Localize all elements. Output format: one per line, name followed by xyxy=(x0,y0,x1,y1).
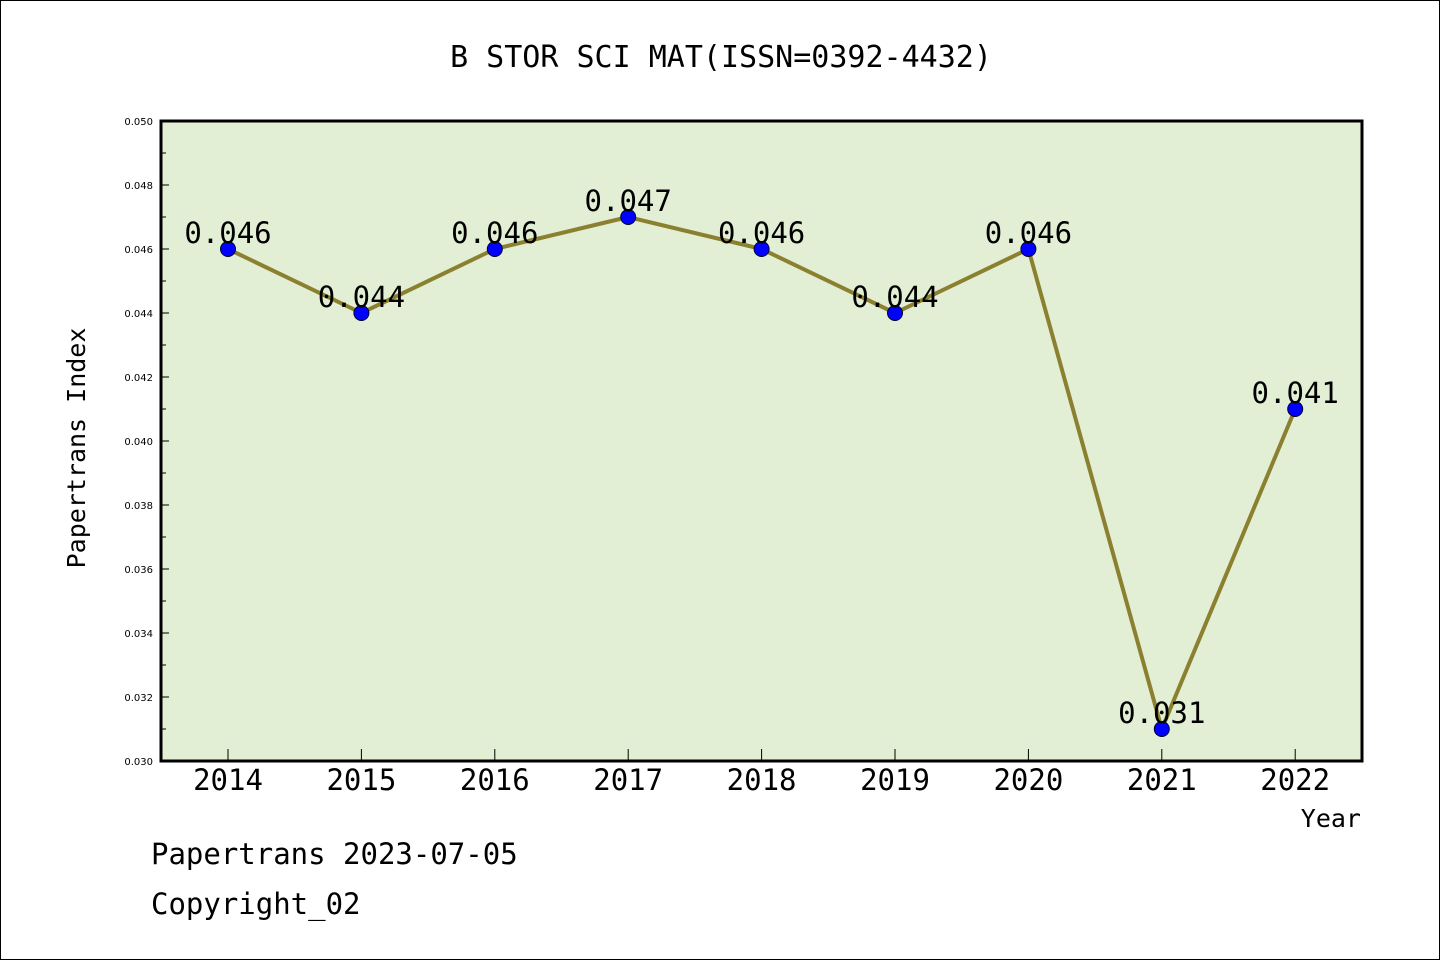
data-point xyxy=(753,241,770,257)
y-tick-label: 0.038 xyxy=(124,501,153,512)
x-axis: 2014 2015 2016 2017 2018 2019 2020 2021 2022 xyxy=(193,749,1330,797)
x-tick-label: 2015 xyxy=(326,763,396,797)
data-label: 0.044 xyxy=(318,280,405,314)
x-tick-label: 2019 xyxy=(860,763,930,797)
data-label: 0.046 xyxy=(451,216,538,250)
x-axis-label: Year xyxy=(1301,804,1361,833)
data-label: 0.046 xyxy=(985,216,1072,250)
y-tick-label: 0.050 xyxy=(124,117,153,128)
data-label: 0.047 xyxy=(585,184,672,218)
y-tick-label: 0.048 xyxy=(124,181,153,192)
x-tick-label: 2017 xyxy=(593,763,663,797)
data-label: 0.044 xyxy=(851,280,938,314)
y-tick-label: 0.032 xyxy=(124,693,153,704)
data-point xyxy=(1153,721,1170,737)
x-tick-label: 2022 xyxy=(1260,763,1330,797)
x-tick-label: 2021 xyxy=(1127,763,1197,797)
data-point xyxy=(620,209,637,225)
y-tick-label: 0.046 xyxy=(124,245,153,256)
y-tick-label: 0.030 xyxy=(124,757,153,768)
y-tick-label: 0.042 xyxy=(124,373,153,384)
y-axis: 0.030 0.032 0.034 0.036 0.038 0.040 0.042 0.044… xyxy=(124,117,169,768)
data-point xyxy=(486,241,503,257)
y-tick-label: 0.040 xyxy=(124,437,153,448)
y-tick-label: 0.044 xyxy=(124,309,153,320)
x-tick-label: 2020 xyxy=(993,763,1063,797)
data-label: 0.046 xyxy=(718,216,805,250)
x-tick-label: 2018 xyxy=(727,763,797,797)
chart-title: B STOR SCI MAT(ISSN=0392-4432) xyxy=(450,40,992,75)
y-tick-label: 0.034 xyxy=(124,629,153,640)
data-label: 0.046 xyxy=(184,216,271,250)
data-point xyxy=(220,241,236,257)
data-label: 0.031 xyxy=(1118,696,1205,730)
x-tick-label: 2016 xyxy=(460,763,530,797)
y-axis-label: Papertrans Index xyxy=(62,328,91,569)
y-tick-label: 0.036 xyxy=(124,565,153,576)
footer-copyright: Copyright_02 xyxy=(151,887,361,921)
data-point xyxy=(353,305,370,321)
data-labels: 0.046 0.044 0.046 0.047 0.046 0.044 0.046 0.031… xyxy=(184,184,1339,730)
data-point xyxy=(1287,401,1304,417)
data-points xyxy=(220,209,1304,737)
plot-area xyxy=(159,119,1364,763)
data-label: 0.041 xyxy=(1252,376,1339,410)
x-tick-label: 2014 xyxy=(193,763,263,797)
data-point xyxy=(887,305,903,321)
footer-date: Papertrans 2023-07-05 xyxy=(151,837,518,871)
data-point xyxy=(1020,241,1037,257)
